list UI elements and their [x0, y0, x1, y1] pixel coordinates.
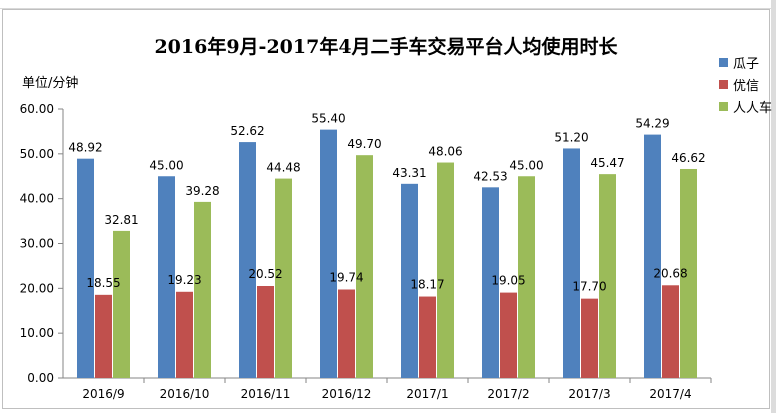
y-axis-unit-label: 单位/分钟	[22, 75, 78, 91]
bar-2-3	[356, 155, 373, 378]
x-tick-label: 2016/11	[241, 387, 291, 401]
x-tick-label: 2017/1	[406, 387, 448, 401]
legend-label: 优信	[733, 79, 759, 94]
data-label: 45.00	[149, 158, 183, 172]
bar-0-2	[239, 142, 256, 378]
data-label: 43.31	[392, 166, 426, 180]
data-label: 48.92	[68, 141, 102, 155]
data-label: 32.81	[104, 213, 138, 227]
bar-1-6	[581, 298, 598, 378]
chart-title: 2016年9月-2017年4月二手车交易平台人均使用时长	[154, 35, 618, 58]
bar-1-0	[95, 294, 112, 378]
data-label: 44.48	[266, 161, 300, 175]
bar-0-7	[644, 134, 661, 378]
x-tick-label: 2017/4	[649, 387, 691, 401]
spreadsheet-header-strip	[0, 0, 776, 9]
data-label: 45.47	[590, 156, 624, 170]
bar-2-7	[680, 168, 697, 378]
bar-0-1	[158, 176, 175, 378]
y-tick-label: 20.00	[20, 281, 54, 295]
bar-2-4	[437, 162, 454, 378]
data-label: 17.70	[572, 280, 606, 294]
bar-2-6	[599, 174, 616, 378]
data-label: 20.68	[653, 266, 687, 280]
x-tick-label: 2016/9	[82, 387, 124, 401]
bar-1-2	[257, 286, 274, 378]
data-label: 54.29	[635, 117, 669, 131]
y-tick-label: 0.00	[27, 371, 54, 385]
data-label: 18.17	[410, 278, 444, 292]
data-label: 51.20	[554, 130, 588, 144]
bar-0-0	[77, 158, 94, 378]
data-labels: 48.92 18.55 32.81 45.00 19.23 39.28 52.62 20.52…	[68, 112, 705, 294]
bar-1-3	[338, 289, 355, 378]
data-label: 49.70	[347, 137, 381, 151]
y-tick-label: 60.00	[20, 102, 54, 116]
bar-1-1	[176, 291, 193, 378]
bar-0-4	[401, 183, 418, 378]
legend-swatch	[719, 58, 728, 67]
bar-2-5	[518, 176, 535, 378]
legend-label: 瓜子	[733, 57, 759, 72]
bar-0-5	[482, 187, 499, 378]
bar-1-7	[662, 285, 679, 378]
x-tick-label: 2016/12	[322, 387, 372, 401]
bar-2-2	[275, 178, 292, 378]
bars	[77, 129, 697, 378]
legend-swatch	[719, 80, 728, 89]
y-tick-label: 40.00	[20, 192, 54, 206]
data-label: 19.05	[491, 274, 525, 288]
axes: 0.00 10.00 20.00 30.00 40.00 50.00 60.00 2016/9…	[20, 102, 712, 401]
bar-2-1	[194, 201, 211, 378]
legend-label: 人人车	[733, 100, 772, 116]
data-label: 48.06	[428, 145, 462, 159]
y-tick-label: 10.00	[20, 326, 54, 340]
data-label: 18.55	[86, 276, 120, 290]
bar-1-5	[500, 292, 517, 378]
y-tick-label: 50.00	[20, 147, 54, 161]
x-tick-label: 2017/3	[568, 387, 610, 401]
x-tick-label: 2016/10	[160, 387, 210, 401]
data-label: 42.53	[473, 169, 507, 183]
window-edge	[771, 0, 776, 413]
data-label: 46.62	[671, 151, 705, 165]
data-label: 45.00	[509, 158, 543, 172]
bar-0-3	[320, 129, 337, 378]
bar-1-4	[419, 296, 436, 378]
data-label: 52.62	[230, 124, 264, 138]
legend-swatch	[719, 102, 728, 111]
data-label: 55.40	[311, 112, 345, 126]
data-label: 20.52	[248, 267, 282, 281]
data-label: 19.74	[329, 270, 363, 284]
x-tick-label: 2017/2	[487, 387, 529, 401]
y-tick-label: 30.00	[20, 237, 54, 251]
data-label: 19.23	[167, 273, 201, 287]
bar-2-0	[113, 230, 130, 378]
bar-0-6	[563, 148, 580, 378]
data-label: 39.28	[185, 184, 219, 198]
